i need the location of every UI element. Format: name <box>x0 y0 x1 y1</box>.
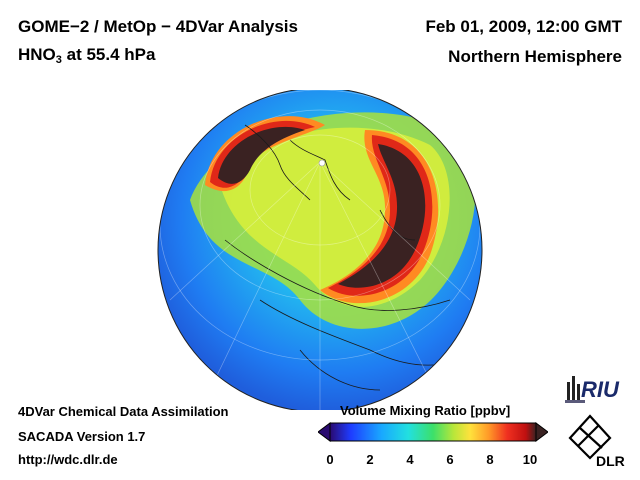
species-main: HNO <box>18 45 56 64</box>
dlr-logo: DLR <box>568 414 625 469</box>
dlr-logo-text: DLR <box>596 453 625 469</box>
colorbar-under-arrow <box>318 422 331 442</box>
colorbar-tick-6: 6 <box>446 452 454 467</box>
species-level: at 55.4 hPa <box>61 45 156 64</box>
species-subscript: 3 <box>55 54 62 66</box>
timestamp: Feb 01, 2009, 12:00 GMT <box>425 17 622 36</box>
north-pole-marker <box>318 159 326 167</box>
colorbar-tick-2: 2 <box>366 452 374 467</box>
species-level-label: HNO3 at 55.4 hPa <box>18 45 155 66</box>
colorbar-tick-8: 8 <box>486 452 494 467</box>
credit-version: SACADA Version 1.7 <box>18 429 146 444</box>
colorbar-title: Volume Mixing Ratio [ppbv] <box>340 403 511 418</box>
colorbar-tick-0: 0 <box>326 452 334 467</box>
colorbar-over-arrow <box>535 422 548 442</box>
colorbar-gradient <box>329 422 537 442</box>
continent-outlines <box>224 124 461 391</box>
colorbar-tick-10: 10 <box>522 452 538 467</box>
riu-logo: RIU <box>565 376 620 403</box>
map-title: GOME−2 / MetOp − 4DVar Analysis <box>18 17 298 36</box>
eastern-vortex-core <box>338 144 426 288</box>
western-vortex-core <box>218 126 305 184</box>
colorbar-tick-4: 4 <box>406 452 414 467</box>
colorbar <box>318 422 548 442</box>
hemisphere-label: Northern Hemisphere <box>448 47 622 66</box>
credit-url[interactable]: http://wdc.dlr.de <box>18 452 118 467</box>
credit-system: 4DVar Chemical Data Assimilation <box>18 404 229 419</box>
riu-logo-text: RIU <box>581 377 620 402</box>
globe-map <box>157 90 483 410</box>
